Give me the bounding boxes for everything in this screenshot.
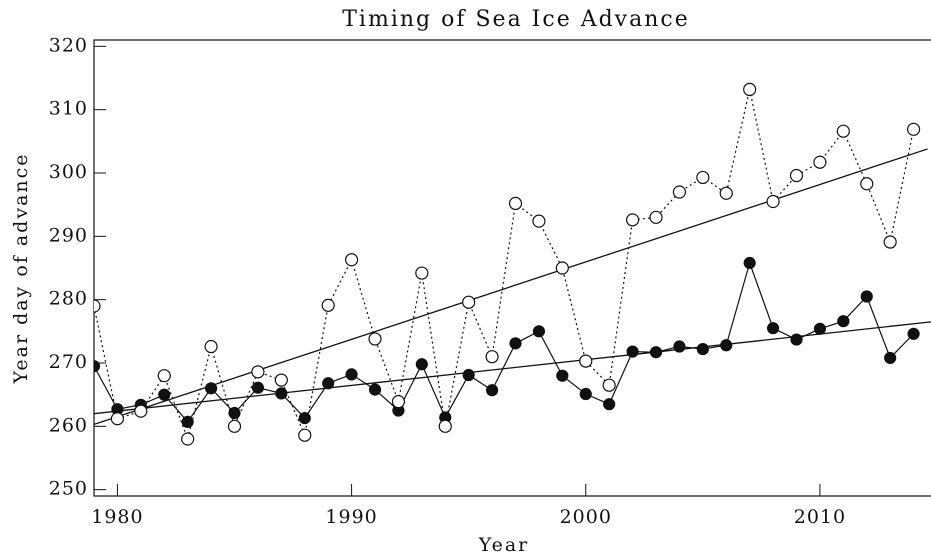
filled-marker	[158, 388, 171, 401]
y-tick-label: 280	[49, 288, 88, 310]
filled-marker	[275, 387, 288, 400]
y-tick-label: 290	[49, 224, 88, 246]
open-marker	[906, 122, 921, 136]
x-tick-label: 2010	[794, 506, 846, 528]
plot-area	[94, 82, 931, 446]
y-tick-label: 310	[49, 98, 88, 120]
filled-marker	[720, 339, 733, 352]
y-axis-label: Year day of advance	[10, 152, 32, 384]
filled-marker	[673, 340, 686, 353]
filled-marker	[790, 333, 803, 346]
x-tick-label: 1990	[325, 506, 377, 528]
filled-marker	[884, 351, 897, 365]
trend-line	[94, 148, 928, 426]
open-marker	[789, 168, 804, 183]
filled-marker	[322, 377, 335, 390]
open-marker	[696, 170, 710, 185]
filled-marker	[766, 322, 780, 335]
filled-marker	[743, 256, 756, 270]
open-marker	[555, 261, 569, 275]
filled-marker	[345, 368, 358, 381]
open-marker	[110, 412, 125, 426]
filled-marker	[579, 387, 592, 401]
open-marker	[579, 354, 593, 368]
filled-marker	[94, 360, 101, 373]
filled-marker	[204, 382, 218, 395]
filled-marker	[603, 398, 616, 411]
filled-marker	[837, 315, 850, 328]
open-marker	[672, 185, 687, 199]
x-tick-label: 1980	[91, 506, 143, 528]
open-marker	[625, 213, 640, 227]
open-marker	[438, 419, 452, 433]
plot-frame	[93, 39, 931, 497]
open-marker	[134, 404, 148, 418]
y-tick-label: 300	[49, 161, 88, 183]
chart-title: Timing of Sea Ice Advance	[342, 7, 689, 32]
filled-marker	[649, 346, 663, 359]
open-marker	[836, 124, 850, 138]
filled-marker	[181, 415, 194, 428]
y-tick-label: 250	[49, 478, 88, 500]
open-marker	[649, 210, 663, 224]
x-tick-label: 2000	[560, 506, 612, 528]
filled-marker	[813, 322, 827, 335]
open-marker	[719, 186, 733, 200]
open-marker	[766, 194, 780, 209]
filled-marker	[228, 406, 241, 420]
open-marker	[368, 332, 382, 346]
open-marker	[157, 369, 171, 383]
open-marker	[321, 298, 335, 312]
filled-marker	[251, 381, 265, 394]
open-marker	[602, 378, 616, 392]
open-marker	[344, 253, 359, 267]
filled-marker	[415, 358, 428, 371]
filled-marker	[860, 290, 873, 303]
open-marker	[204, 339, 218, 354]
open-marker	[251, 365, 265, 379]
open-marker	[883, 235, 897, 249]
filled-marker	[626, 345, 639, 358]
open-marker	[274, 373, 288, 387]
y-tick-label: 270	[49, 351, 88, 373]
open-marker	[298, 428, 312, 442]
series-line	[94, 260, 915, 423]
open-marker	[743, 82, 757, 97]
filled-marker	[907, 327, 920, 340]
filled-marker	[298, 412, 311, 425]
open-marker	[462, 295, 476, 309]
open-marker	[415, 266, 429, 280]
filled-marker	[556, 369, 569, 382]
filled-marker	[532, 325, 546, 338]
y-tick-label: 260	[49, 414, 88, 436]
open-marker	[94, 299, 101, 313]
open-marker	[813, 155, 827, 169]
filled-marker	[485, 384, 499, 397]
open-marker	[391, 395, 406, 409]
filled-marker	[462, 368, 475, 382]
open-marker	[860, 177, 874, 191]
y-tick-label: 320	[49, 34, 88, 56]
open-marker	[181, 432, 195, 446]
open-marker	[227, 419, 242, 433]
open-marker	[532, 214, 546, 228]
filled-marker	[509, 337, 522, 350]
open-marker	[485, 350, 499, 364]
filled-marker	[696, 342, 709, 356]
open-marker	[508, 196, 523, 210]
series-line	[94, 89, 915, 442]
filled-marker	[368, 383, 382, 396]
x-axis-label: Year	[478, 534, 530, 556]
